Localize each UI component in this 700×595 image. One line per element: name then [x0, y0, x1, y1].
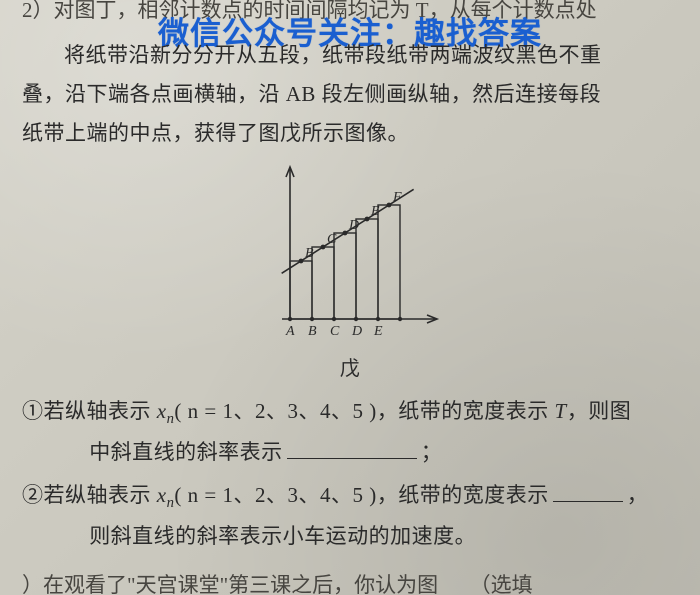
svg-text:B: B — [308, 324, 317, 339]
q1-lead: ①若纵轴表示 — [22, 399, 157, 423]
line-2: 叠，沿下端各点画横轴，沿 AB 段左侧画纵轴，然后连接每段 — [22, 75, 678, 114]
q2-lead: ②若纵轴表示 — [22, 483, 157, 507]
bar-diagram: BACBDCEDFE — [235, 159, 465, 349]
line-3: 纸带上端的中点，获得了图戊所示图像。 — [22, 114, 678, 153]
q2-paren: ( n = 1、2、3、4、5 ) — [174, 483, 376, 507]
question-2: ②若纵轴表示 xn( n = 1、2、3、4、5 )，纸带的宽度表示， 则斜直线… — [22, 476, 678, 556]
q1-var: x — [157, 399, 167, 423]
svg-text:E: E — [373, 324, 383, 339]
svg-text:C: C — [330, 324, 340, 339]
q1-cont: 中斜直线的斜率表示 — [89, 440, 283, 464]
diagram-container: BACBDCEDFE 戊 — [22, 159, 678, 388]
blank-1 — [287, 437, 417, 459]
q2-lead2: ，纸带的宽度表示 — [377, 483, 549, 507]
blank-2 — [553, 480, 623, 502]
q1-tail: ，则图 — [567, 399, 632, 423]
line-2-text: 叠，沿下端各点画横轴，沿 AB 段左侧画纵轴，然后连接每段 — [22, 82, 601, 106]
diagram-caption: 戊 — [340, 351, 361, 388]
svg-text:A: A — [285, 324, 295, 339]
q1-paren: ( n = 1、2、3、4、5 ) — [174, 399, 376, 423]
page-content: 将纸带沿新分分开从五段，纸带段纸带两端波纹黑色不重 叠，沿下端各点画横轴，沿 A… — [0, 0, 700, 556]
question-1: ①若纵轴表示 xn( n = 1、2、3、4、5 )，纸带的宽度表示 T，则图 … — [22, 392, 678, 472]
line-3-text: 纸带上端的中点，获得了图戊所示图像。 — [22, 121, 409, 145]
line-1: 将纸带沿新分分开从五段，纸带段纸带两端波纹黑色不重 — [22, 36, 678, 75]
q1-lead2: ，纸带的宽度表示 — [377, 399, 555, 423]
svg-text:D: D — [351, 324, 363, 339]
q1-t: T — [555, 399, 567, 423]
bottom-cutoff-text: ）在观看了"天宫课堂"第三课之后，你认为图 （选填 — [22, 569, 678, 595]
q2-cont: 则斜直线的斜率表示小车运动的加速度。 — [89, 524, 476, 548]
q2-var: x — [157, 483, 167, 507]
q1-semi: ； — [421, 440, 443, 464]
q2-comma: ， — [627, 483, 649, 507]
